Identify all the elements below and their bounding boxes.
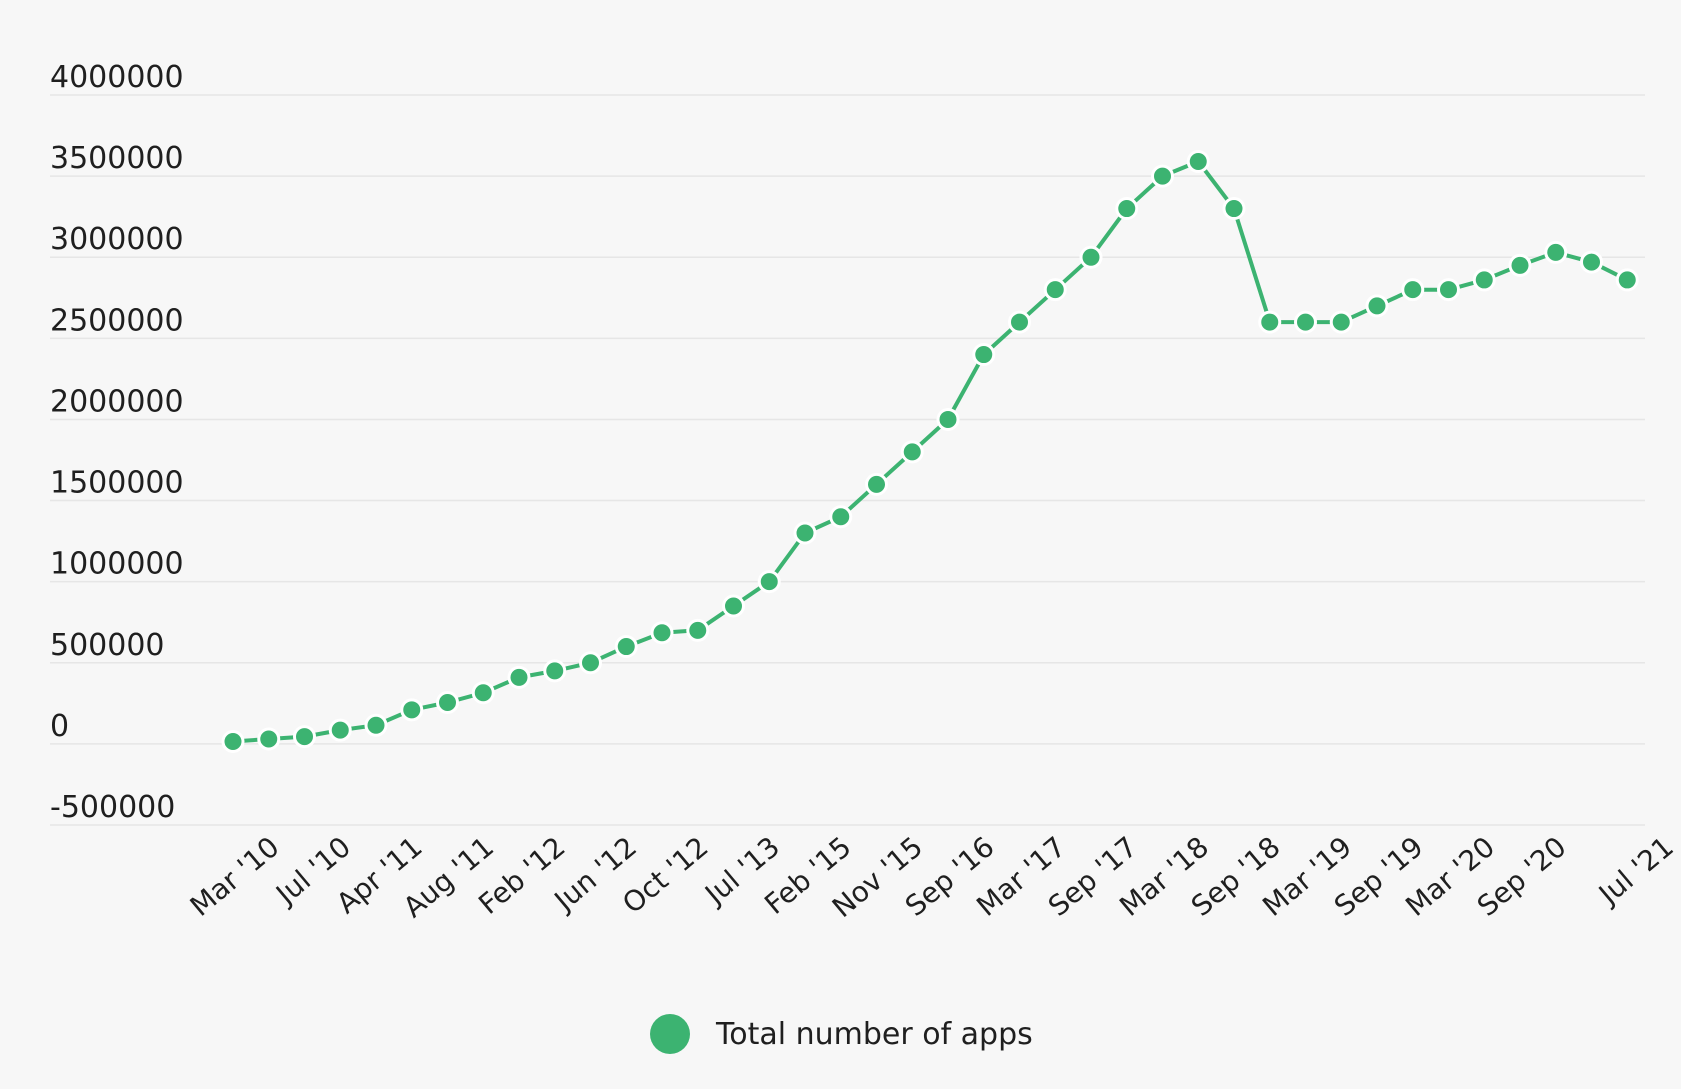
data-point [1115, 197, 1139, 221]
data-point [650, 621, 674, 645]
data-point [1437, 278, 1460, 302]
data-point [722, 594, 745, 618]
y-tick-label: 1000000 [50, 547, 184, 582]
legend-label: Total number of apps [716, 1016, 1033, 1052]
data-point [829, 505, 853, 529]
data-point [471, 681, 495, 705]
data-point [793, 521, 817, 545]
data-point [1580, 250, 1603, 274]
data-point [1151, 164, 1174, 188]
y-tick-label: 3000000 [50, 222, 184, 257]
data-point [364, 713, 388, 737]
data-point [507, 665, 531, 689]
data-point [293, 725, 316, 749]
line-chart: -500000 0 500000 1000000 1500000 2000000 25000… [50, 60, 1680, 924]
data-point [900, 440, 924, 464]
data-point [865, 472, 888, 496]
series-points [221, 150, 1639, 753]
data-point [400, 698, 424, 722]
y-tick-label: -500000 [50, 790, 175, 825]
y-tick-label: 500000 [50, 628, 165, 663]
data-point [1329, 310, 1353, 334]
y-tick-label: 0 [50, 709, 69, 744]
y-tick-label: 2000000 [50, 384, 184, 419]
data-point [1186, 150, 1210, 174]
data-point [686, 618, 710, 642]
y-tick-label: 4000000 [50, 60, 184, 95]
data-point [1043, 278, 1067, 302]
data-point [614, 635, 638, 659]
data-point [1294, 310, 1317, 334]
data-point [1544, 240, 1568, 264]
y-axis-ticks: -500000 0 500000 1000000 1500000 2000000 25000… [50, 60, 184, 825]
data-point [1615, 268, 1639, 292]
data-point [436, 691, 459, 715]
series-line-total-apps [231, 159, 1630, 744]
legend: Total number of apps [650, 1014, 1033, 1054]
legend-swatch [650, 1014, 690, 1054]
data-point [1258, 310, 1282, 334]
data-point [1079, 245, 1103, 269]
data-point [1365, 294, 1389, 318]
data-point [757, 570, 781, 594]
gridlines [50, 94, 1645, 826]
x-tick-label: Mar '10 [184, 830, 286, 923]
data-point [936, 407, 960, 431]
data-point [1008, 310, 1031, 334]
data-point [1508, 253, 1532, 277]
data-point [221, 729, 245, 753]
data-point [579, 651, 602, 675]
data-point [257, 727, 281, 751]
y-tick-label: 1500000 [50, 466, 184, 501]
data-point [328, 718, 352, 742]
y-tick-label: 2500000 [50, 303, 184, 338]
data-point [1222, 197, 1246, 221]
x-tick-label: Jul '21 [1591, 830, 1680, 912]
data-point [543, 659, 567, 683]
data-point [1472, 268, 1496, 292]
data-point [1401, 278, 1425, 302]
y-tick-label: 3500000 [50, 141, 184, 176]
data-point [972, 343, 996, 367]
